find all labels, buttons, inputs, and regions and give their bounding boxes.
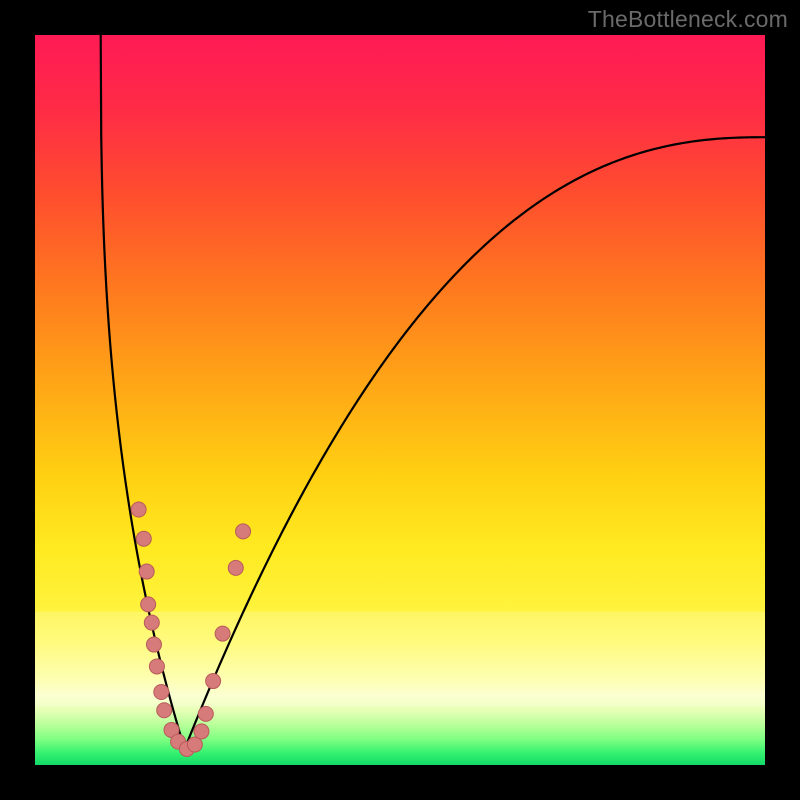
data-marker	[154, 685, 169, 700]
data-marker	[206, 674, 221, 689]
data-marker	[144, 615, 159, 630]
data-marker	[228, 560, 243, 575]
data-marker	[136, 531, 151, 546]
data-marker	[141, 597, 156, 612]
data-marker	[236, 524, 251, 539]
data-marker	[194, 724, 209, 739]
data-marker	[139, 564, 154, 579]
watermark-text: TheBottleneck.com	[588, 6, 788, 33]
data-marker	[149, 659, 164, 674]
data-marker	[146, 637, 161, 652]
data-marker	[131, 502, 146, 517]
data-marker	[157, 703, 172, 718]
data-marker	[198, 706, 213, 721]
bottleneck-chart	[0, 0, 800, 800]
pale-horizontal-band	[35, 612, 765, 707]
chart-container: { "watermark": { "text": "TheBottleneck.…	[0, 0, 800, 800]
data-marker	[215, 626, 230, 641]
